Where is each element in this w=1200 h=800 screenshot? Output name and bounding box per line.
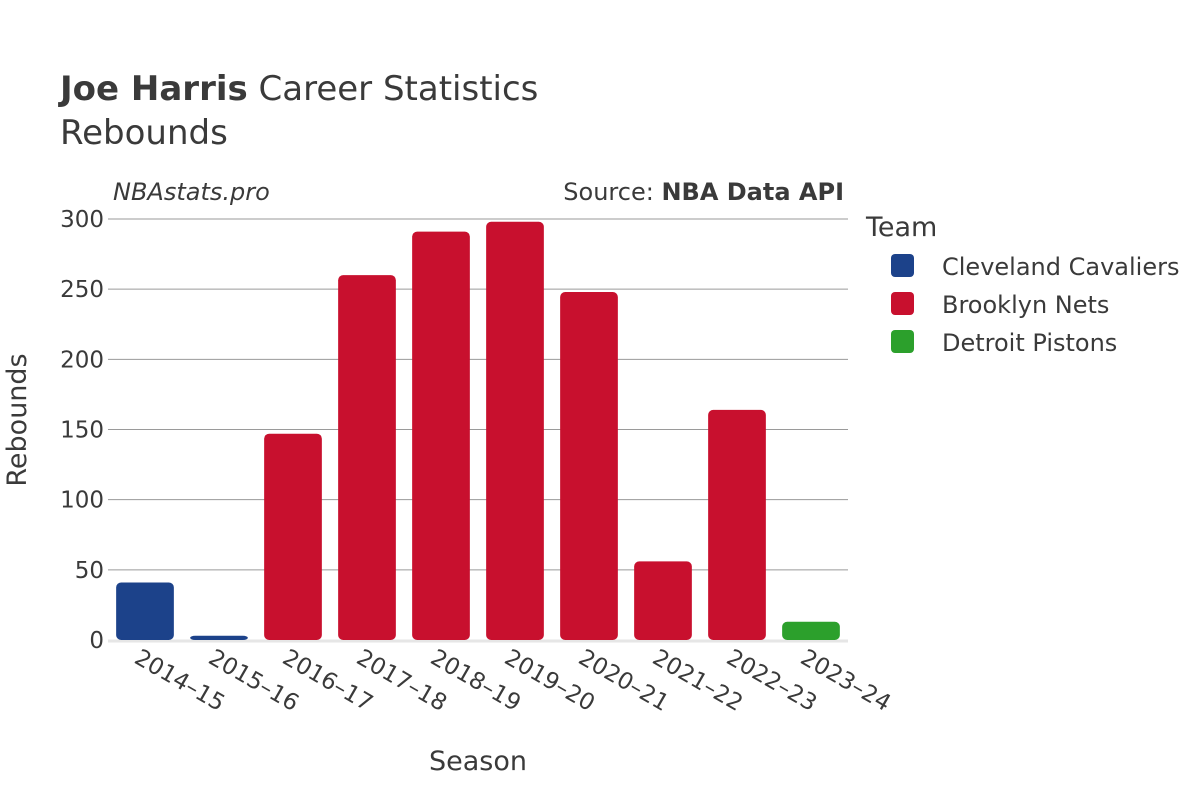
y-tick-label: 150 <box>60 418 104 444</box>
site-credit: NBAstats.pro <box>113 178 270 206</box>
y-tick-label: 100 <box>60 488 104 514</box>
y-axis-title: Rebounds <box>2 353 33 486</box>
y-tick-label: 250 <box>60 277 104 303</box>
bars <box>116 221 840 640</box>
chart-title: Joe Harris Career Statistics Rebounds <box>58 69 538 153</box>
x-axis-ticks: 2014–152015–162016–172017–182018–192019–… <box>130 645 895 717</box>
legend: Team Cleveland Cavaliers Brooklyn Nets Det… <box>865 212 1179 357</box>
legend-title: Team <box>865 212 937 243</box>
y-tick-label: 50 <box>75 558 104 584</box>
bar-2015–16 <box>190 635 248 640</box>
gridlines <box>108 218 848 643</box>
bar-2022–23 <box>708 409 766 640</box>
chart-subtitle: Rebounds <box>60 113 228 153</box>
legend-swatch <box>891 330 914 353</box>
bar-2020–21 <box>560 291 618 640</box>
legend-swatch <box>891 292 914 315</box>
title-rest: Career Statistics <box>248 69 539 109</box>
y-tick-label: 200 <box>60 347 104 373</box>
y-tick-label: 0 <box>89 628 104 654</box>
source-name: NBA Data API <box>661 178 844 206</box>
y-tick-label: 300 <box>60 207 104 233</box>
source-prefix: Source: <box>563 178 661 206</box>
bar-2014–15 <box>116 582 174 640</box>
legend-label: Cleveland Cavaliers <box>942 253 1179 281</box>
x-axis-title: Season <box>429 746 527 777</box>
bar-2016–17 <box>264 433 322 640</box>
bar-2017–18 <box>338 275 396 640</box>
source-credit: Source: NBA Data API <box>563 178 844 206</box>
title-player: Joe Harris <box>58 69 248 109</box>
bar-2019–20 <box>486 221 544 640</box>
bar-2023–24 <box>782 621 840 640</box>
legend-label: Detroit Pistons <box>942 329 1117 357</box>
legend-label: Brooklyn Nets <box>942 291 1109 319</box>
y-axis-ticks: 0 50 100 150 200 250 300 <box>60 207 104 654</box>
svg-text:Joe Harris Career Statistics: Joe Harris Career Statistics <box>58 69 538 109</box>
legend-swatch <box>891 254 914 277</box>
bar-2018–19 <box>412 231 470 640</box>
bar-2021–22 <box>634 561 692 640</box>
